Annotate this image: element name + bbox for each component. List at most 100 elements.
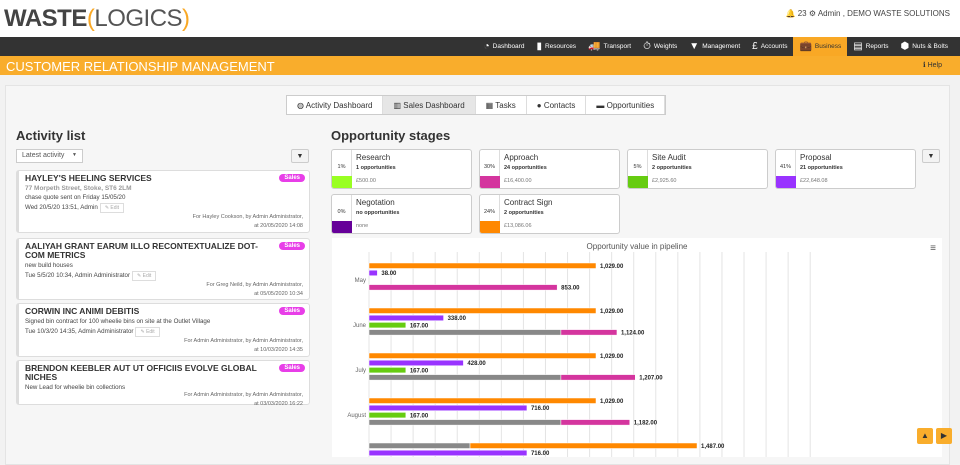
stage-card-approach[interactable]: 30% Approach 24 opportunities £16,400.00 [479, 149, 620, 189]
bar-segment[interactable] [368, 352, 597, 359]
bar-segment[interactable] [368, 397, 597, 404]
nav-business[interactable]: 💼 Business [793, 37, 848, 56]
activity-sort-select[interactable]: Latest activity ▼ [16, 149, 83, 163]
tie-icon: ▼ [689, 41, 700, 52]
chart-svg: May 1,029.00 38.00 853.00 June 1,029.00 338.00… [347, 252, 811, 457]
edit-button[interactable]: ✎ Edit [99, 203, 125, 213]
activity-title[interactable]: AALIYAH GRANT EARUM ILLO RECONTEXTUALIZE… [25, 241, 258, 260]
bar-segment[interactable] [560, 374, 636, 381]
dashboard-tabs: ◍ Activity Dashboard ▥ Sales Dashboard ▦ T… [286, 95, 667, 115]
edit-button[interactable]: ✎ Edit [135, 327, 160, 337]
activity-note: new build houses [25, 262, 73, 269]
scroll-up-button[interactable]: ▲ [917, 428, 933, 444]
activity-card[interactable]: AALIYAH GRANT EARUM ILLO RECONTEXTUALIZE… [16, 238, 310, 300]
nav-resources[interactable]: ▮ Resources [536, 41, 577, 52]
data-label: 38.00 [381, 271, 397, 277]
user-bar[interactable]: 🔔 23 ⚙ Admin , DEMO WASTE SOLUTIONS [786, 9, 950, 18]
status-badge: Sales [279, 307, 305, 315]
bar-segment[interactable] [368, 359, 464, 366]
tab-opportunities[interactable]: ▬ Opportunities [586, 96, 666, 114]
nav-transport[interactable]: 🚚 Transport [588, 41, 632, 52]
gear-icon[interactable]: ⚙ [808, 9, 817, 18]
activity-when: Tue 5/5/20 10:34, Admin Administrator [25, 272, 131, 279]
activity-title[interactable]: CORWIN INC ANIMI DEBITIS [25, 306, 140, 316]
scroll-next-button[interactable]: ▶ [936, 428, 952, 444]
chart-title: Opportunity value in pipeline [586, 242, 688, 251]
stage-card-research[interactable]: 1% Research 1 opportunities £500.00 [331, 149, 472, 189]
stage-card-site-audit[interactable]: 5% Site Audit 2 opportunities £2,925.60 [627, 149, 768, 189]
stages-filter-button[interactable]: ▼ [922, 149, 940, 163]
data-label: 167.00 [410, 323, 429, 329]
filter-button[interactable]: ▼ [291, 149, 309, 163]
activity-meta: For Admin Administrator, by Admin Admini… [184, 392, 303, 398]
tab-tasks[interactable]: ▦ Tasks [476, 96, 527, 114]
bar-segment[interactable] [368, 329, 562, 336]
bar-segment[interactable] [368, 442, 471, 449]
tab-sales-dashboard[interactable]: ▥ Sales Dashboard [383, 96, 476, 114]
bar-segment[interactable] [368, 262, 597, 269]
bar-segment[interactable] [368, 284, 558, 291]
stage-count: no opportunities [356, 210, 400, 216]
stage-name: Approach [504, 153, 539, 162]
category-label: June [353, 323, 367, 329]
filter-icon: ▼ [296, 153, 304, 160]
category-label: July [355, 368, 366, 374]
nav-dashboard[interactable]: ◔ Dashboard [483, 41, 525, 52]
bell-icon[interactable]: 🔔 [785, 9, 796, 18]
stage-card-proposal[interactable]: 41% Proposal 21 opportunities £22,648.08 [775, 149, 916, 189]
tab-icon: ● [536, 101, 542, 110]
stage-count: 24 opportunities [504, 165, 547, 171]
stage-value: £22,648.08 [800, 178, 828, 184]
nav-accounts[interactable]: £ Accounts [752, 41, 788, 52]
edit-button[interactable]: ✎ Edit [132, 271, 157, 281]
chart-menu-icon[interactable]: ≡ [930, 243, 936, 254]
stage-count: 21 opportunities [800, 165, 843, 171]
nav-weights[interactable]: ⏱ Weights [643, 41, 678, 52]
logo[interactable]: WASTE(LOGICS) [4, 5, 190, 32]
bar-segment[interactable] [368, 412, 407, 419]
stage-name: Proposal [800, 153, 832, 162]
bar-segment[interactable] [469, 442, 698, 449]
activity-meta: For Admin Administrator, by Admin Admini… [184, 338, 303, 344]
bar-segment[interactable] [368, 307, 597, 314]
help-link[interactable]: ℹ Help [922, 62, 942, 69]
activity-when: Wed 20/5/20 13:51, Admin [25, 204, 98, 211]
bar-segment[interactable] [368, 374, 562, 381]
activity-card[interactable]: HAYLEY'S HEELING SERVICES 77 Morpeth Str… [16, 170, 310, 233]
bar-segment[interactable] [368, 269, 378, 276]
data-label: 167.00 [410, 368, 429, 374]
truck-icon: 🚚 [588, 41, 601, 52]
pipeline-chart: Opportunity value in pipeline ≡ May 1,029… [332, 238, 942, 457]
stage-count: 1 opportunities [356, 165, 396, 171]
bar-segment[interactable] [368, 314, 444, 321]
bar-segment[interactable] [368, 367, 407, 374]
data-label: 1,182.00 [634, 421, 658, 427]
bar-segment[interactable] [560, 419, 630, 426]
bar-segment[interactable] [368, 449, 528, 456]
nav-reports[interactable]: ▤ Reports [853, 41, 889, 52]
activity-title[interactable]: HAYLEY'S HEELING SERVICES [25, 173, 152, 183]
filter-icon: ▼ [927, 153, 935, 160]
tab-contacts[interactable]: ● Contacts [527, 96, 587, 114]
bar-segment[interactable] [368, 419, 562, 426]
stage-card-contract-sign[interactable]: 24% Contract Sign 2 opportunities £13,086.0… [479, 194, 620, 234]
bar-segment[interactable] [368, 404, 528, 411]
stage-value: £13,086.06 [504, 223, 532, 229]
activity-card[interactable]: CORWIN INC ANIMI DEBITIS Signed bin cont… [16, 303, 310, 357]
notification-count[interactable]: 23 [797, 9, 807, 18]
activity-card[interactable]: BRENDON KEEBLER AUT UT OFFICIIS EVOLVE G… [16, 360, 310, 407]
user-name[interactable]: Admin , DEMO WASTE SOLUTIONS [817, 9, 950, 18]
activity-title[interactable]: BRENDON KEEBLER AUT UT OFFICIIS EVOLVE G… [25, 363, 257, 382]
tab-activity-dashboard[interactable]: ◍ Activity Dashboard [287, 96, 384, 114]
activity-note: Signed bin contract for 100 wheelie bins… [25, 318, 211, 325]
stage-percent: 0% [337, 209, 346, 215]
activity-date: at 10/03/2020 14:35 [254, 347, 303, 353]
nav-nuts-bolts[interactable]: ⬢ Nuts & Bolts [900, 41, 949, 52]
bar-segment[interactable] [560, 329, 618, 336]
stage-color-swatch [628, 176, 648, 188]
nav-management[interactable]: ▼ Management [689, 41, 741, 52]
bar-segment[interactable] [368, 322, 407, 329]
data-label: 338.00 [448, 316, 467, 322]
stage-percent: 5% [633, 164, 642, 170]
stage-card-negotation[interactable]: 0% Negotation no opportunities none [331, 194, 472, 234]
